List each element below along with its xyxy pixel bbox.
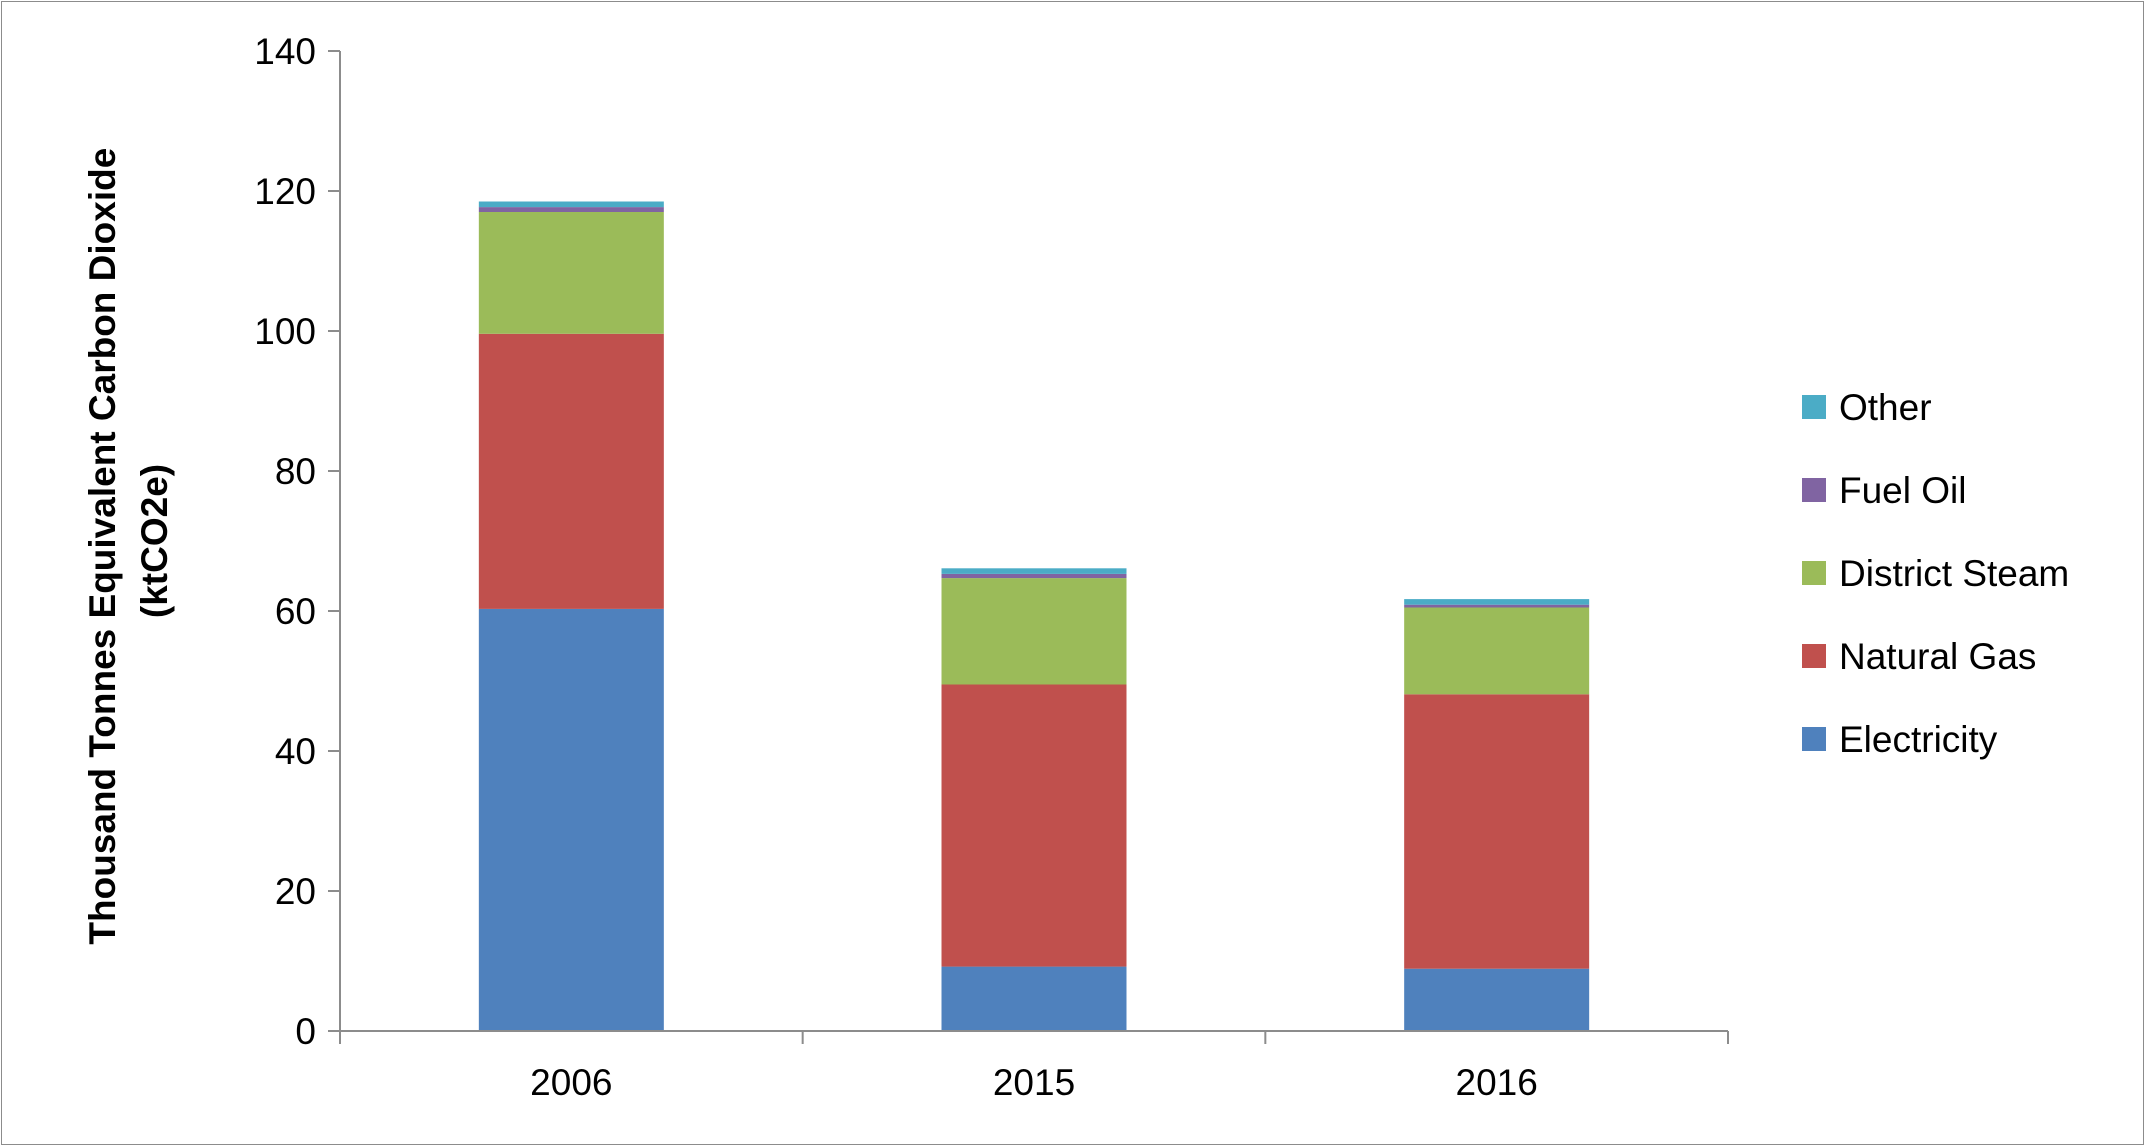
bar-segment-other-2006 bbox=[478, 201, 664, 208]
y-axis-title-line-1: Thousand Tonnes Equivalent Carbon Dioxid… bbox=[82, 148, 123, 945]
bar-segment-electricity-2006 bbox=[478, 608, 664, 1031]
legend-swatch-fuel-oil bbox=[1802, 478, 1826, 502]
y-axis-title-line-2: (ktCO2e) bbox=[134, 464, 175, 618]
legend-label-other: Other bbox=[1839, 387, 1932, 428]
y-tick-label: 80 bbox=[275, 451, 316, 492]
bar-segment-electricity-2016 bbox=[1404, 968, 1590, 1031]
legend-label-district-steam: District Steam bbox=[1839, 553, 2069, 594]
y-tick-label: 60 bbox=[275, 591, 316, 632]
y-tick-label: 140 bbox=[254, 31, 316, 72]
bar-segment-fuel-oil-2006 bbox=[478, 207, 664, 212]
axes-layer bbox=[339, 51, 1728, 1032]
y-axis-title: Thousand Tonnes Equivalent Carbon Dioxid… bbox=[82, 137, 175, 944]
y-tick-label: 20 bbox=[275, 871, 316, 912]
bar-segment-district-steam-2016 bbox=[1404, 607, 1590, 695]
legend: Other Fuel Oil District Steam Natural Gas El… bbox=[1802, 387, 2069, 760]
legend-label-natural-gas: Natural Gas bbox=[1839, 636, 2036, 677]
bar-segment-district-steam-2015 bbox=[941, 578, 1127, 685]
legend-label-fuel-oil: Fuel Oil bbox=[1839, 470, 1966, 511]
bar-segment-fuel-oil-2016 bbox=[1404, 604, 1590, 608]
y-tick-label: 100 bbox=[254, 311, 316, 352]
x-tick-label: 2006 bbox=[530, 1062, 612, 1103]
legend-label-electricity: Electricity bbox=[1839, 719, 1998, 760]
bar-segment-natural-gas-2015 bbox=[941, 684, 1127, 967]
x-tick-label: 2016 bbox=[1456, 1062, 1538, 1103]
x-tick-label: 2015 bbox=[993, 1062, 1075, 1103]
bar-segment-electricity-2015 bbox=[941, 966, 1127, 1031]
bar-segment-other-2016 bbox=[1404, 599, 1590, 605]
bars-layer bbox=[478, 201, 1590, 1031]
bar-segment-fuel-oil-2015 bbox=[941, 573, 1127, 579]
y-tick-label: 40 bbox=[275, 731, 316, 772]
bar-segment-other-2015 bbox=[941, 568, 1127, 574]
bar-segment-district-steam-2006 bbox=[478, 212, 664, 334]
legend-swatch-natural-gas bbox=[1802, 644, 1826, 668]
bar-segment-natural-gas-2016 bbox=[1404, 694, 1590, 969]
legend-swatch-other bbox=[1802, 395, 1826, 419]
legend-swatch-district-steam bbox=[1802, 561, 1826, 585]
y-tick-label: 0 bbox=[295, 1011, 316, 1052]
bar-segment-natural-gas-2006 bbox=[478, 333, 664, 609]
x-ticks: 2006 2015 2016 bbox=[339, 1031, 1729, 1103]
y-tick-label: 120 bbox=[254, 171, 316, 212]
y-ticks: 0 20 40 60 80 100 120 140 bbox=[254, 31, 340, 1052]
legend-swatch-electricity bbox=[1802, 727, 1826, 751]
